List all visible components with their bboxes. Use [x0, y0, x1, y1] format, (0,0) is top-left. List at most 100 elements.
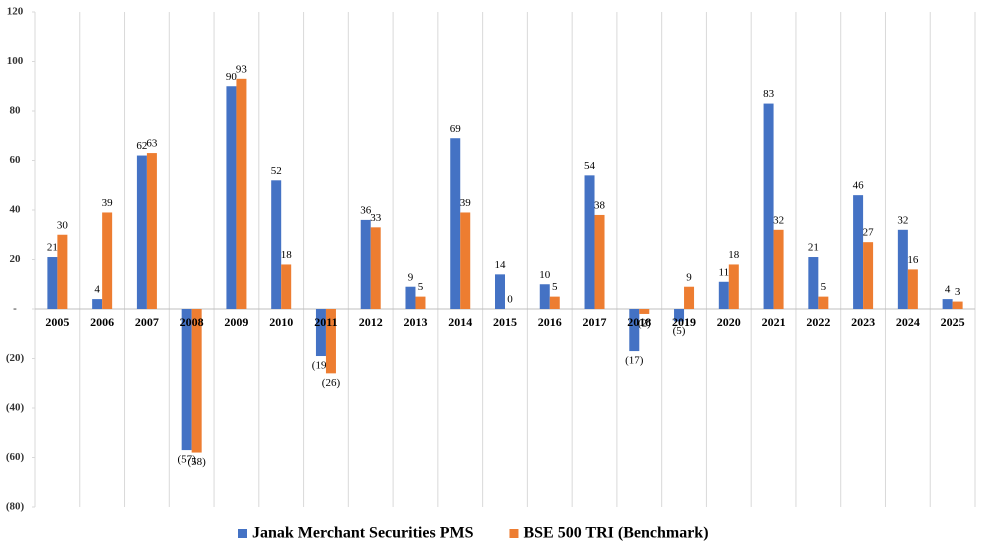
- bar: [549, 296, 560, 309]
- bar: [763, 103, 774, 309]
- bar: [539, 284, 550, 309]
- data-label: 30: [57, 219, 69, 231]
- data-label: (17): [625, 355, 644, 367]
- data-label: 32: [897, 214, 908, 226]
- data-label: 5: [418, 281, 424, 293]
- data-label: 32: [773, 214, 784, 226]
- bar: [360, 219, 371, 309]
- data-label: 39: [460, 197, 472, 209]
- data-label: (19): [312, 360, 331, 372]
- bar: [897, 229, 908, 309]
- y-tick-label: (60): [6, 451, 25, 463]
- y-tick-label: 120: [7, 6, 24, 18]
- bar: [405, 286, 416, 309]
- bar: [907, 269, 918, 309]
- bar: [191, 309, 202, 453]
- bar: [773, 229, 784, 309]
- bar: [415, 296, 426, 309]
- bar: [47, 257, 58, 309]
- data-label: 93: [236, 63, 248, 75]
- bar: [718, 281, 729, 309]
- legend-swatch: [509, 529, 519, 538]
- x-tick-label: 2008: [180, 315, 204, 329]
- bar: [146, 153, 157, 309]
- data-label: 33: [370, 212, 382, 224]
- y-tick-label: (40): [6, 402, 25, 414]
- x-tick-label: 2017: [583, 315, 607, 329]
- x-tick-label: 2019: [672, 315, 696, 329]
- bar: [236, 78, 247, 309]
- data-label: 18: [728, 249, 740, 261]
- bar: [450, 138, 461, 309]
- bar: [639, 309, 650, 314]
- bar: [271, 180, 282, 309]
- bar: [728, 264, 739, 309]
- bar: [853, 195, 864, 309]
- bar: [315, 309, 326, 357]
- bar: [684, 286, 695, 309]
- y-tick-label: -: [13, 303, 17, 315]
- bar: [460, 212, 471, 309]
- bar: [952, 301, 963, 309]
- x-tick-label: 2015: [493, 315, 517, 329]
- data-label: 10: [539, 269, 551, 281]
- data-label: 14: [495, 259, 507, 271]
- legend-label: BSE 500 TRI (Benchmark): [523, 525, 708, 542]
- data-label: 3: [955, 286, 961, 298]
- data-label: 46: [853, 180, 865, 192]
- x-tick-label: 2010: [269, 315, 293, 329]
- bar: [281, 264, 292, 309]
- y-tick-label: 100: [7, 55, 24, 67]
- data-label: 54: [584, 160, 596, 172]
- data-label: 9: [686, 271, 692, 283]
- data-label: 83: [763, 88, 775, 100]
- data-label: 90: [226, 71, 238, 83]
- x-tick-label: 2022: [806, 315, 830, 329]
- x-tick-label: 2005: [45, 315, 69, 329]
- bar: [942, 299, 953, 309]
- data-label: 39: [102, 197, 114, 209]
- data-label: 69: [450, 123, 462, 135]
- x-tick-label: 2024: [896, 315, 920, 329]
- y-tick-label: 20: [10, 253, 22, 265]
- bar: [325, 309, 336, 374]
- bar: [818, 296, 829, 309]
- x-tick-label: 2018: [627, 315, 651, 329]
- y-tick-label: 40: [10, 204, 22, 216]
- data-label: (5): [673, 325, 686, 337]
- x-tick-label: 2016: [538, 315, 562, 329]
- legend-swatch: [238, 529, 247, 538]
- data-label: 5: [552, 281, 558, 293]
- data-label: 16: [907, 254, 919, 266]
- data-label: 11: [719, 266, 730, 278]
- bar: [370, 227, 381, 309]
- bar: [102, 212, 113, 309]
- data-label: 21: [808, 242, 819, 254]
- x-tick-label: 2012: [359, 315, 383, 329]
- data-label: 4: [945, 284, 951, 296]
- x-tick-label: 2025: [941, 315, 965, 329]
- x-tick-label: 2013: [403, 315, 427, 329]
- x-tick-label: 2006: [90, 315, 114, 329]
- y-tick-label: (20): [6, 352, 25, 364]
- data-label: 36: [360, 204, 372, 216]
- x-tick-label: 2011: [314, 315, 337, 329]
- bar: [57, 234, 68, 309]
- y-tick-label: (80): [6, 501, 25, 513]
- x-tick-label: 2021: [762, 315, 786, 329]
- x-tick-label: 2009: [224, 315, 248, 329]
- x-tick-label: 2014: [448, 315, 472, 329]
- x-tick-label: 2007: [135, 315, 159, 329]
- legend-label: Janak Merchant Securities PMS: [252, 525, 474, 542]
- data-label: (2): [638, 317, 651, 329]
- data-label: 62: [136, 140, 147, 152]
- bar: [584, 175, 595, 309]
- bar: [808, 257, 819, 309]
- bar: [136, 155, 147, 309]
- bar: [863, 242, 874, 309]
- bar: [495, 274, 505, 309]
- data-label: 18: [281, 249, 293, 261]
- data-label: 4: [94, 284, 100, 296]
- y-tick-label: 60: [10, 154, 22, 166]
